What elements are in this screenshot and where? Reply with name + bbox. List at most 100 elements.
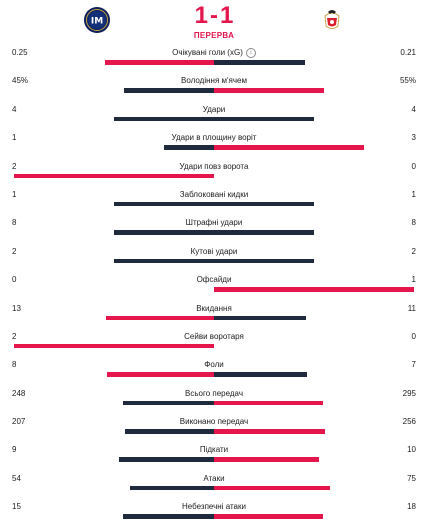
stat-label-text: Сейви воротаря bbox=[184, 331, 244, 341]
match-period: ПЕРЕРВА bbox=[193, 31, 235, 40]
home-stat-value: 1 bbox=[12, 133, 17, 143]
stat-label: Очікувані голи (xG) i bbox=[0, 48, 428, 58]
home-stat-value: 0.25 bbox=[12, 48, 28, 57]
home-stat-bar bbox=[164, 145, 214, 150]
away-stat-value: 10 bbox=[407, 445, 416, 455]
home-stat-bar bbox=[105, 315, 214, 321]
away-stat-value: 8 bbox=[411, 218, 416, 228]
home-score: 1 bbox=[194, 2, 208, 29]
away-stat-value: 18 bbox=[407, 502, 416, 512]
home-stat-bar bbox=[107, 372, 214, 377]
away-stat-bar bbox=[214, 201, 314, 207]
home-stat-value: 207 bbox=[12, 417, 26, 427]
home-stat-value: 45% bbox=[12, 76, 29, 86]
scoreline: 1-1 bbox=[0, 4, 428, 28]
home-stat-bar bbox=[114, 201, 214, 207]
stat-row: 13 Вкидання 11 bbox=[0, 301, 428, 329]
away-stat-bar bbox=[214, 315, 306, 321]
inter-milan-crest-icon[interactable]: IM bbox=[83, 6, 111, 34]
stat-row: 207 Виконано передач 256 bbox=[0, 414, 428, 442]
home-stat-bar bbox=[119, 457, 214, 462]
away-stat-value: 1 bbox=[411, 275, 416, 285]
stat-row: 2 Удари повз ворота 0 bbox=[0, 159, 428, 187]
home-stat-value: 0 bbox=[12, 275, 17, 285]
home-stat-value: 2 bbox=[12, 331, 17, 341]
away-stat-bar bbox=[214, 485, 331, 491]
away-stat-value: 75 bbox=[407, 473, 416, 483]
stat-row: 248 Всього передач 295 bbox=[0, 386, 428, 414]
stat-label-text: Удари в площину воріт bbox=[171, 133, 257, 143]
stat-row: 4 Удари 4 bbox=[0, 102, 428, 130]
stat-label-text: Атаки bbox=[203, 473, 225, 483]
stat-label: Атаки bbox=[0, 474, 428, 484]
info-icon[interactable]: i bbox=[245, 48, 256, 58]
home-stat-value: 9 bbox=[12, 445, 17, 455]
stat-label: Кутові удари bbox=[0, 247, 428, 257]
away-stat-bar bbox=[214, 230, 314, 235]
home-stat-bar bbox=[114, 258, 214, 264]
away-stat-bar bbox=[214, 400, 323, 406]
away-stat-value: 0 bbox=[411, 161, 416, 171]
home-stat-value: 1 bbox=[12, 189, 17, 199]
away-stat-bar bbox=[214, 287, 414, 292]
stat-label-text: Підкати bbox=[199, 445, 229, 455]
stat-row: 2 Кутові удари 2 bbox=[0, 244, 428, 272]
stat-label: Всього передач bbox=[0, 389, 428, 399]
away-stat-bar bbox=[214, 372, 308, 377]
stat-label-text: Кутові удари bbox=[190, 246, 238, 256]
stat-label-text: Офсайди bbox=[196, 275, 232, 285]
benfica-crest-icon[interactable] bbox=[318, 6, 346, 34]
stat-label: Володіння м'ячем bbox=[0, 76, 428, 86]
home-stat-bar bbox=[114, 116, 214, 122]
home-stat-value: 2 bbox=[12, 161, 17, 171]
away-stat-bar bbox=[214, 60, 306, 65]
away-stat-value: 11 bbox=[407, 303, 416, 313]
away-stat-bar bbox=[214, 514, 323, 519]
stats-list: 0.25 Очікувані голи (xG) i 0.21 45% Володіння… bbox=[0, 45, 428, 528]
stat-label-text: Небезпечні атаки bbox=[182, 502, 246, 512]
stat-row: 1 Заблоковані кидки 1 bbox=[0, 187, 428, 215]
home-stat-value: 8 bbox=[12, 218, 17, 228]
stat-label-text: Володіння м'ячем bbox=[181, 76, 247, 86]
away-stat-value: 256 bbox=[402, 417, 416, 427]
away-stat-value: 55% bbox=[399, 76, 416, 86]
stat-label-text: Штрафні удари bbox=[185, 218, 243, 228]
stat-row: 45% Володіння м'ячем 55% bbox=[0, 73, 428, 101]
away-stat-value: 0.21 bbox=[400, 48, 416, 57]
away-stat-bar bbox=[214, 116, 314, 122]
stat-row: 2 Сейви воротаря 0 bbox=[0, 329, 428, 357]
away-stat-value: 1 bbox=[411, 189, 416, 199]
stat-row: 8 Штрафні удари 8 bbox=[0, 215, 428, 243]
stat-label: Сейви воротаря bbox=[0, 332, 428, 342]
away-stat-value: 2 bbox=[411, 246, 416, 256]
stat-label-text: Фоли bbox=[204, 360, 224, 370]
stat-label: Удари в площину воріт bbox=[0, 133, 428, 143]
away-stat-value: 4 bbox=[411, 104, 416, 114]
home-stat-bar bbox=[123, 514, 214, 519]
stat-label: Вкидання bbox=[0, 304, 428, 314]
away-stat-bar bbox=[214, 457, 320, 462]
home-stat-bar bbox=[14, 343, 214, 349]
home-stat-value: 15 bbox=[12, 502, 21, 512]
stat-label: Заблоковані кидки bbox=[0, 190, 428, 200]
stat-row: 1 Удари в площину воріт 3 bbox=[0, 130, 428, 158]
stat-label: Підкати bbox=[0, 445, 428, 455]
home-stat-bar bbox=[105, 60, 214, 65]
stat-label-text: Заблоковані кидки bbox=[179, 189, 249, 199]
score-separator: - bbox=[210, 2, 218, 29]
stat-label: Фоли bbox=[0, 360, 428, 370]
home-stat-value: 13 bbox=[12, 303, 21, 313]
stat-label-text: Всього передач bbox=[185, 388, 243, 398]
stat-label-text: Удари bbox=[202, 104, 226, 114]
stat-label-text: Вкидання bbox=[196, 303, 232, 313]
home-stat-value: 8 bbox=[12, 360, 17, 370]
home-stat-value: 2 bbox=[12, 246, 17, 256]
home-stat-value: 248 bbox=[12, 388, 26, 398]
match-header: IM 1-1 ПЕРЕРВА bbox=[0, 0, 428, 40]
away-stat-value: 295 bbox=[402, 388, 416, 398]
away-score: 1 bbox=[220, 2, 234, 29]
stat-label: Виконано передач bbox=[0, 417, 428, 427]
stat-row: 0 Офсайди 1 bbox=[0, 272, 428, 300]
stat-label: Штрафні удари bbox=[0, 218, 428, 228]
home-stat-value: 4 bbox=[12, 104, 17, 114]
